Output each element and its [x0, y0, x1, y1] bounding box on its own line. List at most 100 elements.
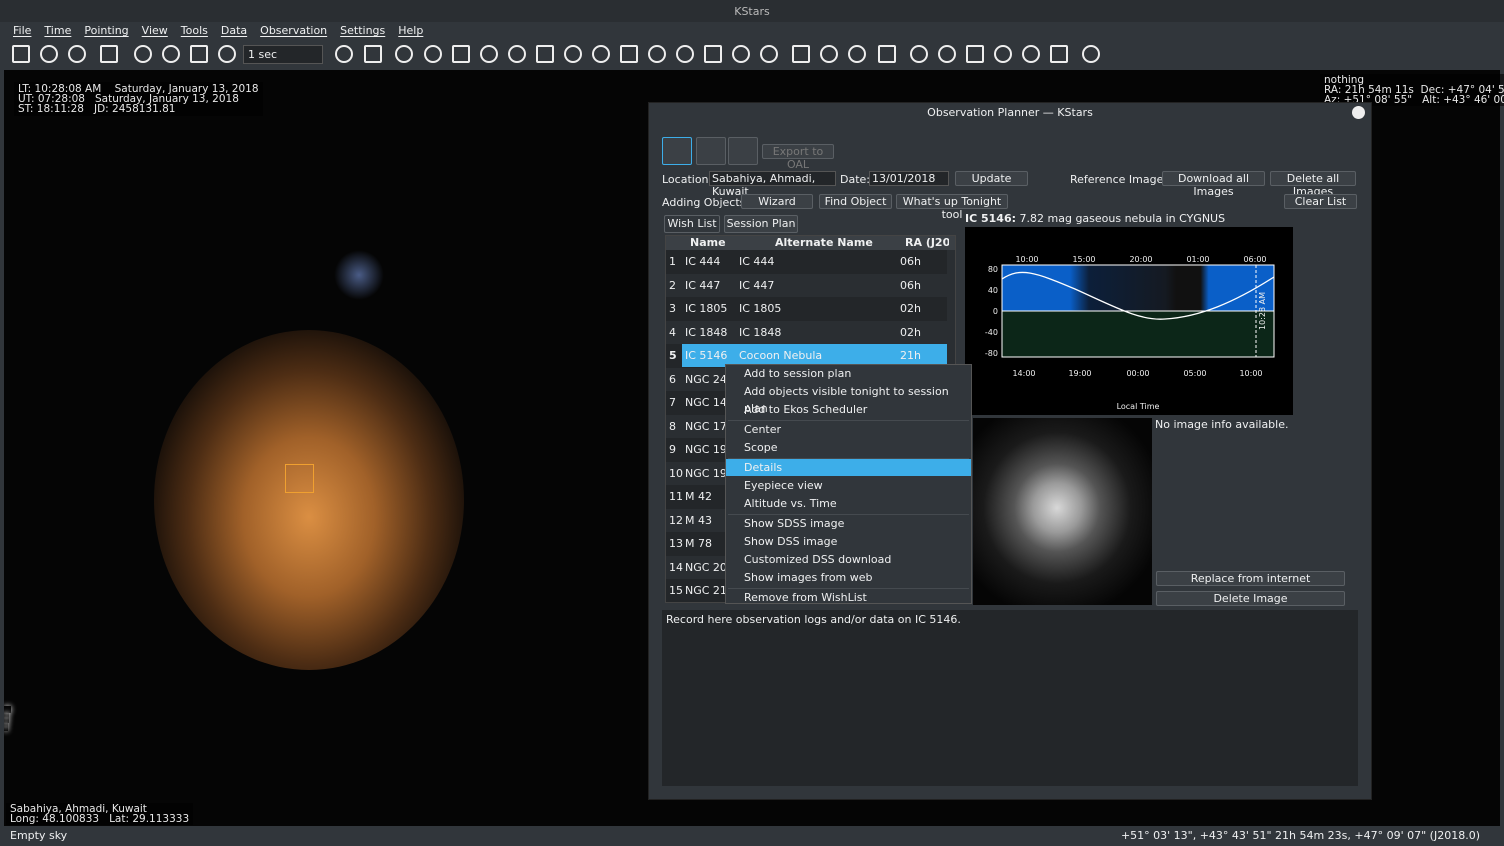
- notes-text: Record here observation logs and/or data…: [666, 613, 961, 626]
- menu-item[interactable]: Tools: [180, 24, 208, 37]
- toolbar-button[interactable]: [1022, 45, 1040, 63]
- toolbar-button[interactable]: [162, 45, 180, 63]
- toolbar-button[interactable]: [676, 45, 694, 63]
- delete-all-button[interactable]: Delete all Images: [1270, 171, 1356, 198]
- toolbar-button[interactable]: [820, 45, 838, 63]
- context-menu-item[interactable]: Show images from web: [744, 571, 873, 584]
- close-button[interactable]: [1352, 106, 1365, 119]
- header-cell[interactable]: RA (J20: [905, 236, 949, 249]
- altitude-label: 40: [988, 286, 998, 295]
- time-step-spinbox[interactable]: 1 sec: [243, 45, 323, 64]
- menu-item[interactable]: Help: [398, 24, 424, 37]
- toolbar-button[interactable]: [218, 45, 236, 63]
- time-info: LT: 10:28:08 AM Saturday, January 13, 20…: [14, 82, 263, 116]
- table-cell: IC 447: [739, 278, 775, 292]
- toolbar-button[interactable]: [732, 45, 750, 63]
- toolbar-button[interactable]: [40, 45, 58, 63]
- toolbar-button[interactable]: [190, 45, 208, 63]
- toolbar-button[interactable]: [648, 45, 666, 63]
- context-menu-item[interactable]: Customized DSS download: [744, 553, 892, 566]
- adding-label: Adding Objects:: [662, 196, 750, 209]
- table-cell: 5: [669, 349, 677, 362]
- replace-button[interactable]: Replace from internet: [1156, 571, 1345, 586]
- header-cell[interactable]: Alternate Name: [775, 236, 873, 249]
- table-cell: 4: [669, 325, 676, 339]
- save-as-button[interactable]: [728, 137, 758, 165]
- toolbar-button[interactable]: [994, 45, 1012, 63]
- toolbar-button[interactable]: [878, 45, 896, 63]
- table-cell: M 78: [685, 537, 712, 550]
- toolbar-button[interactable]: [1050, 45, 1068, 63]
- toolbar-button[interactable]: [12, 45, 30, 63]
- menu-item[interactable]: Observation: [260, 24, 328, 37]
- save-button[interactable]: [696, 137, 726, 165]
- tab[interactable]: Session Plan: [724, 215, 798, 233]
- find-object-button[interactable]: Find Object: [819, 194, 892, 209]
- toolbar-button[interactable]: [364, 45, 382, 63]
- context-menu-item[interactable]: Scope: [744, 441, 778, 454]
- context-menu-item[interactable]: Details: [726, 459, 971, 476]
- menu-item[interactable]: Time: [44, 24, 72, 37]
- toolbar-button[interactable]: [134, 45, 152, 63]
- menu-item[interactable]: Settings: [340, 24, 386, 37]
- toolbar-button[interactable]: [508, 45, 526, 63]
- context-menu-item[interactable]: Center: [744, 423, 782, 436]
- delete-image-button[interactable]: Delete Image: [1156, 591, 1345, 606]
- menu-separator: [728, 514, 969, 515]
- menu-item[interactable]: View: [141, 24, 168, 37]
- download-all-button[interactable]: Download all Images: [1162, 171, 1265, 198]
- toolbar-button[interactable]: [424, 45, 442, 63]
- toolbar-button[interactable]: [910, 45, 928, 63]
- table-header: Name Alternate Name RA (J20: [666, 236, 955, 250]
- toolbar-button[interactable]: [704, 45, 722, 63]
- location-field[interactable]: Sabahiya, Ahmadi, Kuwait: [709, 171, 836, 198]
- whats-up-button[interactable]: What's up Tonight tool: [896, 194, 1008, 221]
- date-field[interactable]: 13/01/2018: [869, 171, 949, 186]
- toolbar-button[interactable]: [480, 45, 498, 63]
- altitude-curve: [1001, 271, 1275, 320]
- toolbar-button[interactable]: [592, 45, 610, 63]
- toolbar-button[interactable]: [1082, 45, 1100, 63]
- context-menu-item[interactable]: Add to Ekos Scheduler: [744, 403, 868, 416]
- clear-list-button[interactable]: Clear List: [1284, 194, 1357, 209]
- menu-item[interactable]: File: [13, 24, 32, 37]
- export-button[interactable]: Export to OAL: [762, 144, 834, 171]
- table-cell: IC 447: [685, 278, 721, 292]
- context-menu-item[interactable]: Show SDSS image: [744, 517, 845, 530]
- toolbar-button[interactable]: [452, 45, 470, 63]
- context-menu-item[interactable]: Eyepiece view: [744, 479, 823, 492]
- selection-highlight: [682, 344, 947, 367]
- context-menu-item[interactable]: Remove from WishList: [744, 591, 867, 604]
- context-menu-item[interactable]: Add objects visible tonight to session p…: [744, 385, 949, 415]
- notes-editor[interactable]: Record here observation logs and/or data…: [662, 610, 1358, 786]
- toolbar-button[interactable]: [966, 45, 984, 63]
- tab[interactable]: Wish List: [664, 215, 720, 233]
- toolbar-button[interactable]: [760, 45, 778, 63]
- toolbar-button[interactable]: [938, 45, 956, 63]
- wizard-button[interactable]: Wizard: [741, 194, 813, 209]
- altitude-chart: 10:00 15:00 20:00 01:00 06:00 80 40 0 -40 -80 14:0…: [965, 227, 1293, 415]
- menu-item[interactable]: Pointing: [84, 24, 129, 37]
- toolbar-button[interactable]: [620, 45, 638, 63]
- toolbar-button[interactable]: [848, 45, 866, 63]
- toolbar-button[interactable]: [68, 45, 86, 63]
- toolbar-button[interactable]: [100, 45, 118, 63]
- context-menu-item[interactable]: Show DSS image: [744, 535, 838, 548]
- header-cell[interactable]: Name: [690, 236, 726, 249]
- toolbar-button[interactable]: [335, 45, 353, 63]
- update-button[interactable]: Update: [955, 171, 1028, 186]
- altitude-label: 80: [988, 265, 998, 274]
- menu-item[interactable]: Data: [220, 24, 248, 37]
- toolbar-button[interactable]: [395, 45, 413, 63]
- toolbar-button[interactable]: [792, 45, 810, 63]
- open-button[interactable]: [662, 137, 692, 165]
- toolbar-button[interactable]: [564, 45, 582, 63]
- context-menu-item[interactable]: Altitude vs. Time: [744, 497, 837, 510]
- toolbar-button[interactable]: [536, 45, 554, 63]
- context-menu-item[interactable]: Add to session plan: [744, 367, 852, 380]
